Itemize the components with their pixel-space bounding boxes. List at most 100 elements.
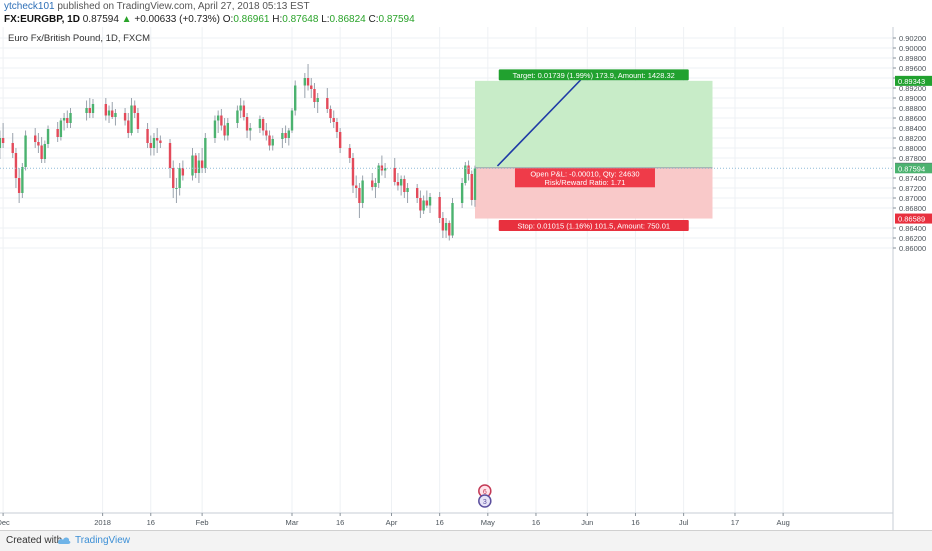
chart-title: Euro Fx/British Pound, 1D, FXCM <box>8 33 150 44</box>
low-value: 0.86824 <box>329 14 366 25</box>
candle-down <box>146 129 149 143</box>
candle-up <box>406 188 409 192</box>
x-tick-label: 17 <box>731 518 739 527</box>
candle-up <box>204 138 207 168</box>
candle-up <box>197 160 201 173</box>
candle-down <box>155 138 159 141</box>
y-tick-label: 0.88200 <box>899 134 926 143</box>
low-label: L: <box>321 14 330 25</box>
x-tick-label: 16 <box>532 518 540 527</box>
event-icons[interactable]: 63 <box>478 484 492 508</box>
high-value: 0.87648 <box>282 14 319 25</box>
candle-down <box>268 135 271 146</box>
candle-down <box>438 197 441 218</box>
candle-down <box>348 148 351 158</box>
x-tick-label: Mar <box>286 518 299 527</box>
candle-down <box>396 182 400 186</box>
candle-up <box>271 139 274 146</box>
candle-up <box>107 110 111 116</box>
candle-up <box>294 85 297 111</box>
candle-down <box>393 168 396 182</box>
candle-down <box>14 153 18 178</box>
candle-down <box>1 138 5 143</box>
candle-up <box>239 105 242 111</box>
current-price-tag-text: 0.87594 <box>898 164 925 173</box>
candle-up <box>59 120 63 137</box>
candle-down <box>419 198 422 211</box>
candle-down <box>111 110 114 117</box>
candle-up <box>152 138 156 148</box>
publish-info: ytcheck101 published on TradingView.com,… <box>4 1 310 12</box>
candle-up <box>43 144 47 159</box>
candle-down <box>284 133 287 138</box>
x-tick-label: Jul <box>679 518 689 527</box>
candle-up <box>428 197 432 206</box>
candle-up <box>383 168 387 171</box>
rr-ratio-text: Risk/Reward Ratio: 1.71 <box>545 178 626 187</box>
candle-up <box>460 183 464 203</box>
candle-down <box>355 185 358 188</box>
candles <box>0 64 477 241</box>
candle-down <box>265 130 268 136</box>
time-axis[interactable]: Dec 2018 16 Feb Mar 16 Apr 16 May 16 Jun 16 Jul 17 Aug <box>0 513 790 527</box>
published-text: published on TradingView.com, April 27, … <box>57 1 310 12</box>
tradingview-brand[interactable]: TradingView <box>75 535 131 546</box>
price-chart[interactable]: 0.902000.900000.898000.896000.894000.892… <box>0 27 932 530</box>
candle-up <box>316 98 319 102</box>
target-price-tag-text: 0.89343 <box>898 77 925 86</box>
x-tick-label: 16 <box>147 518 155 527</box>
candle-down <box>37 142 40 146</box>
publisher-link[interactable]: ytcheck101 <box>4 1 55 12</box>
event-flag-icon <box>478 494 492 508</box>
close-label: C: <box>368 14 379 25</box>
event-flag-count: 6 <box>483 489 487 496</box>
symbol-name: FX:EURGBP, 1D <box>4 14 80 25</box>
change-arrow-icon: ▲ <box>121 14 132 25</box>
candle-up <box>21 167 24 193</box>
x-tick-label: 2018 <box>94 518 111 527</box>
candle-up <box>422 200 425 211</box>
position-zones <box>474 80 713 219</box>
open-value: 0.86961 <box>233 14 270 25</box>
pnl-label-bg <box>514 168 655 188</box>
candle-down <box>127 120 130 133</box>
candle-up <box>0 138 2 148</box>
x-tick-label: Aug <box>776 518 789 527</box>
chart-background <box>0 27 932 530</box>
y-tick-label: 0.90200 <box>899 34 926 43</box>
y-tick-label: 0.86000 <box>899 244 926 253</box>
candle-down <box>351 158 355 186</box>
y-tick-label: 0.86800 <box>899 204 926 213</box>
x-tick-label: Dec <box>0 518 10 527</box>
candle-up <box>473 168 477 200</box>
candle-down <box>168 143 172 168</box>
candle-down <box>200 160 204 168</box>
y-tick-label: 0.86200 <box>899 234 926 243</box>
overlay-lines <box>0 72 893 169</box>
candle-up <box>290 110 294 131</box>
target-label-text: Target: 0.01739 (1.99%) 173.9, Amount: 1… <box>513 71 675 80</box>
tradingview-logo-icon[interactable] <box>56 534 72 546</box>
high-label: H: <box>272 14 283 25</box>
candle-down <box>11 143 14 153</box>
candle-up <box>258 119 262 128</box>
price-axis[interactable]: 0.902000.900000.898000.896000.894000.892… <box>893 34 932 253</box>
candle-up <box>236 110 239 123</box>
x-tick-label: 16 <box>435 518 443 527</box>
x-tick-label: Jun <box>581 518 593 527</box>
y-tick-label: 0.86400 <box>899 224 926 233</box>
candle-down <box>104 104 108 116</box>
candle-up <box>287 130 290 138</box>
candle-down <box>261 119 265 131</box>
candle-down <box>448 223 451 236</box>
candle-down <box>149 143 152 148</box>
candle-up <box>226 123 229 136</box>
stop-price-tag-text: 0.86589 <box>898 215 925 224</box>
candle-up <box>377 165 380 183</box>
candle-up <box>24 135 27 167</box>
candle-down <box>358 188 361 203</box>
candle-down <box>223 125 226 136</box>
y-tick-label: 0.87000 <box>899 194 926 203</box>
candle-down <box>313 89 316 102</box>
candle-up <box>191 155 194 176</box>
